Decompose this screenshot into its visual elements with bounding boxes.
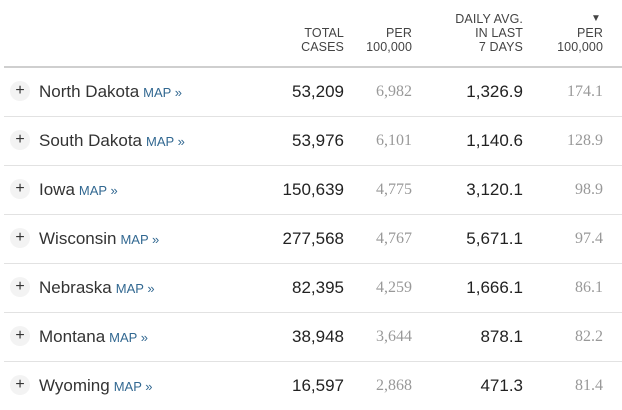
total-cases-cell: 82,395 <box>292 278 344 297</box>
state-cell: Montana MAP » <box>39 326 148 349</box>
daily-avg-cell: 878.1 <box>480 327 523 346</box>
state-name: North Dakota <box>39 82 140 101</box>
state-map-link[interactable]: MAP » <box>115 281 155 296</box>
table-row: + Iowa MAP » 150,639 4,775 3,120.1 98.9 <box>4 166 622 215</box>
expand-row-button[interactable]: + <box>10 130 30 150</box>
state-map-link[interactable]: MAP » <box>78 183 118 198</box>
state-cell: Wisconsin MAP » <box>39 228 159 251</box>
per-100k-cell: 4,775 <box>376 181 412 198</box>
state-map-link[interactable]: MAP » <box>109 330 148 345</box>
per-100k-cell: 6,982 <box>376 83 412 100</box>
daily-per-100k-cell: 86.1 <box>575 279 603 296</box>
expand-row-button[interactable]: + <box>10 375 30 395</box>
daily-per-100k-cell: 81.4 <box>575 377 603 394</box>
per-100k-cell: 4,259 <box>376 279 412 296</box>
header-daily-avg-line3: 7 DAYS <box>478 40 523 54</box>
daily-per-100k-cell: 98.9 <box>575 181 603 198</box>
daily-per-100k-cell: 174.1 <box>567 83 603 100</box>
expand-row-button[interactable]: + <box>10 81 30 101</box>
header-per-100k[interactable]: PER 100,000 <box>366 26 412 54</box>
daily-per-100k-cell: 128.9 <box>567 132 603 149</box>
header-daily-per-100k-line2: 100,000 <box>557 40 603 54</box>
header-daily-avg[interactable]: DAILY AVG. IN LAST 7 DAYS <box>455 12 523 54</box>
state-name: Wisconsin <box>39 229 117 248</box>
total-cases-cell: 38,948 <box>292 327 344 346</box>
state-cell: Iowa MAP » <box>39 179 118 202</box>
state-name: Iowa <box>39 180 75 199</box>
table-row: + Montana MAP » 38,948 3,644 878.1 82.2 <box>4 313 622 362</box>
total-cases-cell: 150,639 <box>282 180 344 199</box>
daily-avg-cell: 5,671.1 <box>466 229 523 248</box>
table-row: + Wyoming MAP » 16,597 2,868 471.3 81.4 <box>4 362 622 410</box>
state-cell: South Dakota MAP » <box>39 130 185 153</box>
header-per-100k-line2: 100,000 <box>366 40 412 54</box>
daily-avg-cell: 3,120.1 <box>466 180 523 199</box>
header-daily-per-100k[interactable]: ▼ PER 100,000 <box>557 12 603 54</box>
daily-avg-cell: 471.3 <box>480 376 523 395</box>
state-name: Montana <box>39 327 106 346</box>
sort-descending-icon: ▼ <box>591 13 601 24</box>
total-cases-cell: 53,976 <box>292 131 344 150</box>
state-map-link[interactable]: MAP » <box>143 85 182 100</box>
covid-state-table: TOTAL CASES PER 100,000 DAILY AVG. IN LA… <box>4 0 622 410</box>
state-cell: North Dakota MAP » <box>39 81 182 104</box>
state-map-link[interactable]: MAP » <box>113 379 153 394</box>
per-100k-cell: 3,644 <box>376 328 412 345</box>
daily-avg-cell: 1,326.9 <box>466 82 523 101</box>
header-per-100k-line1: PER <box>385 26 412 40</box>
state-name: South Dakota <box>39 131 143 150</box>
total-cases-cell: 53,209 <box>292 82 344 101</box>
daily-per-100k-cell: 82.2 <box>575 328 603 345</box>
per-100k-cell: 6,101 <box>376 132 412 149</box>
daily-avg-cell: 1,140.6 <box>466 131 523 150</box>
table-row: + Nebraska MAP » 82,395 4,259 1,666.1 86.1 <box>4 264 622 313</box>
daily-per-100k-cell: 97.4 <box>575 230 603 247</box>
state-name: Wyoming <box>39 376 110 395</box>
state-cell: Wyoming MAP » <box>39 375 152 398</box>
header-total-cases[interactable]: TOTAL CASES <box>301 26 344 54</box>
daily-avg-cell: 1,666.1 <box>466 278 523 297</box>
state-name: Nebraska <box>39 278 112 297</box>
state-map-link[interactable]: MAP » <box>146 134 185 149</box>
expand-row-button[interactable]: + <box>10 277 30 297</box>
table-header: TOTAL CASES PER 100,000 DAILY AVG. IN LA… <box>4 0 622 68</box>
expand-row-button[interactable]: + <box>10 228 30 248</box>
header-total-cases-line2: CASES <box>301 40 344 54</box>
table-body: + North Dakota MAP » 53,209 6,982 1,326.9 174.… <box>4 68 622 410</box>
header-daily-avg-line2: IN LAST <box>475 26 523 40</box>
header-daily-per-100k-text: PER <box>576 26 603 40</box>
expand-row-button[interactable]: + <box>10 326 30 346</box>
expand-row-button[interactable]: + <box>10 179 30 199</box>
state-cell: Nebraska MAP » <box>39 277 155 300</box>
table-row: + Wisconsin MAP » 277,568 4,767 5,671.1 97.4 <box>4 215 622 264</box>
state-map-link[interactable]: MAP » <box>120 232 160 247</box>
total-cases-cell: 277,568 <box>282 229 344 248</box>
per-100k-cell: 4,767 <box>376 230 412 247</box>
per-100k-cell: 2,868 <box>376 377 412 394</box>
header-daily-per-100k-line1: ▼ PER <box>557 12 603 40</box>
header-total-cases-line1: TOTAL <box>304 26 344 40</box>
table-row: + North Dakota MAP » 53,209 6,982 1,326.9 174.… <box>4 68 622 117</box>
table-row: + South Dakota MAP » 53,976 6,101 1,140.6 128.… <box>4 117 622 166</box>
header-daily-avg-line1: DAILY AVG. <box>455 12 523 26</box>
total-cases-cell: 16,597 <box>292 376 344 395</box>
